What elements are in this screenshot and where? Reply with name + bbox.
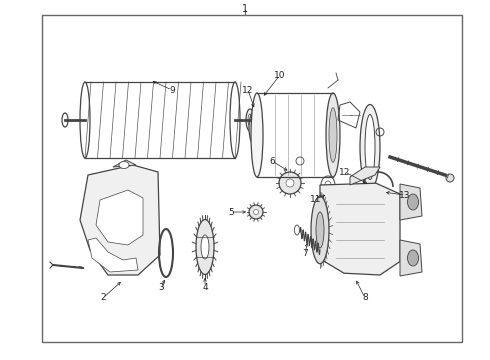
Ellipse shape <box>360 104 380 189</box>
Text: 10: 10 <box>274 71 286 80</box>
Text: 3: 3 <box>158 284 164 292</box>
Ellipse shape <box>446 174 454 182</box>
Ellipse shape <box>286 179 294 187</box>
Text: 11: 11 <box>310 194 322 203</box>
Ellipse shape <box>329 108 337 162</box>
Ellipse shape <box>326 93 340 177</box>
Ellipse shape <box>408 250 418 266</box>
Polygon shape <box>400 240 422 276</box>
Ellipse shape <box>252 121 258 135</box>
Text: 7: 7 <box>302 249 308 258</box>
Text: 5: 5 <box>228 207 234 216</box>
Ellipse shape <box>365 114 375 180</box>
Polygon shape <box>350 167 380 185</box>
Ellipse shape <box>196 220 214 275</box>
Ellipse shape <box>316 212 324 248</box>
Text: 12: 12 <box>243 86 254 95</box>
Ellipse shape <box>249 111 261 145</box>
Polygon shape <box>88 238 138 272</box>
Ellipse shape <box>119 162 129 168</box>
Text: 8: 8 <box>362 293 368 302</box>
Ellipse shape <box>201 235 209 259</box>
Ellipse shape <box>251 93 263 177</box>
Ellipse shape <box>249 205 263 219</box>
Ellipse shape <box>253 210 259 215</box>
Ellipse shape <box>62 113 68 127</box>
Ellipse shape <box>248 114 252 126</box>
Ellipse shape <box>408 194 418 210</box>
Ellipse shape <box>279 172 301 194</box>
Text: 2: 2 <box>100 293 106 302</box>
Text: 13: 13 <box>399 190 411 199</box>
Text: 12: 12 <box>339 167 351 176</box>
Ellipse shape <box>246 109 254 131</box>
Polygon shape <box>113 160 136 167</box>
Polygon shape <box>80 165 160 275</box>
Polygon shape <box>96 190 143 245</box>
Ellipse shape <box>311 196 329 264</box>
Polygon shape <box>320 183 400 275</box>
Polygon shape <box>400 184 422 220</box>
Text: 4: 4 <box>202 283 208 292</box>
Text: 6: 6 <box>269 157 275 166</box>
Text: 9: 9 <box>169 86 175 95</box>
Text: 1: 1 <box>242 4 248 14</box>
